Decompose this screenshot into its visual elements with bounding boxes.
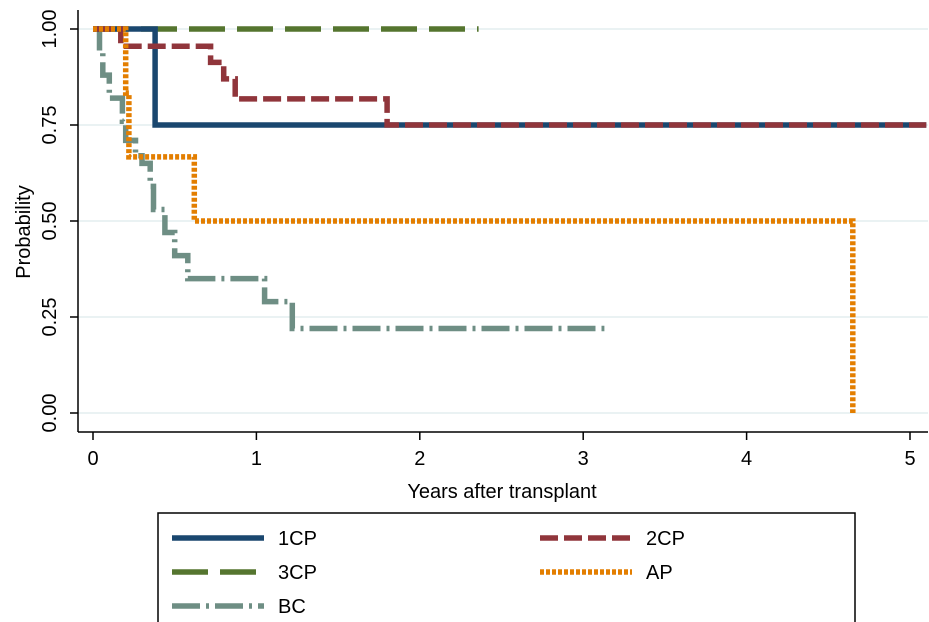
y-axis-title: Probability (13, 185, 35, 278)
x-tick-label: 0 (87, 448, 98, 470)
x-tick-label: 4 (741, 448, 752, 470)
y-tick-label: 0.00 (39, 394, 61, 433)
y-tick-label: 1.00 (39, 10, 61, 49)
x-axis-title: Years after transplant (407, 481, 597, 503)
series-1cp-line (93, 26, 927, 128)
x-tick-label: 1 (251, 448, 262, 470)
series-2cp-line (93, 26, 927, 128)
legend: 1CP 2CP 3CP AP BC (157, 512, 856, 622)
x-tick-label: 2 (414, 448, 425, 470)
x-tick-label: 5 (904, 448, 915, 470)
legend-box (157, 512, 856, 622)
legend-label-ap: AP (646, 562, 673, 584)
y-tick-label: 0.75 (39, 106, 61, 145)
series-layer (93, 26, 927, 413)
x-tick-label: 3 (578, 448, 589, 470)
x-axis: 0 1 2 3 4 5 (87, 432, 916, 470)
series-bc-line (93, 26, 605, 332)
legend-label-bc: BC (278, 596, 306, 618)
legend-label-3cp: 3CP (278, 562, 317, 584)
y-tick-label: 0.50 (39, 202, 61, 241)
y-tick-label: 0.25 (39, 298, 61, 337)
legend-label-1cp: 1CP (278, 528, 317, 550)
legend-label-2cp: 2CP (646, 528, 685, 550)
series-ap-line (93, 26, 856, 413)
y-axis: 0.00 0.25 0.50 0.75 1.00 (39, 10, 78, 433)
